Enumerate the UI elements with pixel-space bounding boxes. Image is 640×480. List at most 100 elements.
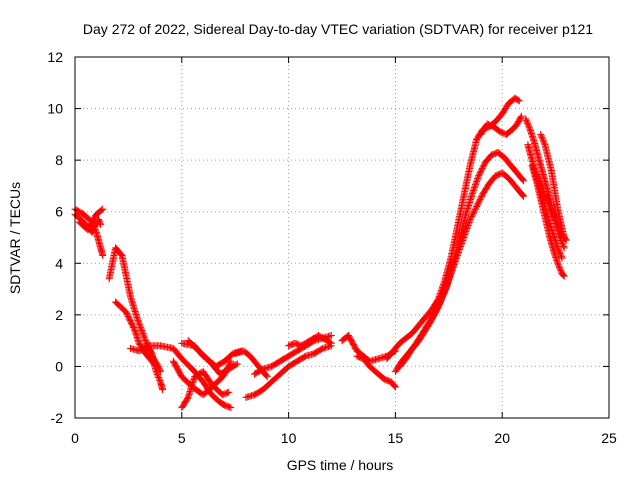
data-point bbox=[543, 197, 551, 205]
data-point bbox=[455, 246, 463, 254]
data-point bbox=[433, 306, 441, 314]
data-point bbox=[540, 188, 548, 196]
data-point bbox=[446, 273, 454, 281]
data-point bbox=[470, 208, 478, 216]
data-point bbox=[540, 138, 548, 146]
data-point bbox=[473, 201, 481, 209]
data-point bbox=[473, 176, 481, 184]
data-point bbox=[431, 310, 439, 318]
data-point bbox=[558, 238, 566, 246]
data-point bbox=[444, 277, 452, 285]
data-point bbox=[539, 185, 547, 193]
data-point bbox=[541, 192, 549, 200]
data-point bbox=[518, 191, 526, 199]
data-point bbox=[557, 251, 565, 259]
x-tick-label: 10 bbox=[281, 430, 297, 446]
data-point bbox=[225, 388, 233, 396]
data-point bbox=[327, 331, 335, 339]
data-point bbox=[515, 97, 523, 105]
data-point bbox=[468, 213, 476, 221]
data-point bbox=[154, 372, 162, 380]
series-track-10 bbox=[178, 368, 233, 412]
data-point bbox=[139, 329, 147, 337]
data-point bbox=[136, 321, 144, 329]
data-point bbox=[452, 256, 460, 264]
data-point bbox=[445, 276, 453, 284]
axes: 0 5 10 15 20 25 -2 0 2 4 6 8 10 12 bbox=[47, 49, 617, 446]
data-point bbox=[463, 223, 471, 231]
y-tick-label: 10 bbox=[47, 101, 63, 117]
data-point bbox=[475, 170, 483, 178]
data-point bbox=[326, 339, 334, 347]
data-point bbox=[460, 234, 468, 241]
data-point bbox=[476, 195, 484, 203]
series-track-15 bbox=[285, 331, 335, 350]
data-point bbox=[453, 253, 461, 261]
data-point bbox=[539, 186, 547, 194]
data-point bbox=[447, 270, 455, 278]
data-point bbox=[445, 274, 453, 282]
data-point bbox=[135, 318, 143, 326]
data-point bbox=[441, 288, 449, 296]
data-points bbox=[71, 94, 570, 412]
y-tick-label: -2 bbox=[51, 410, 64, 426]
data-point bbox=[471, 182, 479, 190]
data-point bbox=[133, 315, 141, 323]
data-point bbox=[135, 319, 143, 327]
data-point bbox=[433, 305, 441, 313]
y-axis-label: SDTVAR / TECUs bbox=[7, 182, 23, 294]
data-point bbox=[152, 368, 160, 376]
data-point bbox=[473, 178, 481, 186]
data-point bbox=[137, 324, 145, 332]
data-point bbox=[429, 313, 437, 321]
data-point bbox=[456, 244, 464, 252]
data-point bbox=[446, 271, 454, 279]
data-point bbox=[442, 283, 450, 291]
data-point bbox=[554, 222, 562, 230]
data-point bbox=[556, 265, 564, 273]
data-point bbox=[96, 219, 104, 227]
data-point bbox=[92, 227, 100, 235]
data-point bbox=[475, 172, 483, 180]
data-point bbox=[537, 130, 545, 138]
plot-frame bbox=[74, 56, 610, 419]
data-point bbox=[140, 332, 148, 340]
data-point bbox=[517, 114, 525, 122]
data-point bbox=[470, 207, 478, 215]
data-point bbox=[478, 164, 486, 172]
x-tick-label: 25 bbox=[601, 430, 617, 446]
data-point bbox=[233, 360, 241, 368]
data-point bbox=[140, 334, 148, 342]
data-point bbox=[466, 215, 474, 223]
x-tick-label: 0 bbox=[71, 430, 79, 446]
data-point bbox=[451, 259, 459, 267]
data-point bbox=[559, 271, 567, 279]
data-point bbox=[478, 193, 486, 201]
chart-title: Day 272 of 2022, Sidereal Day-to-day VTE… bbox=[83, 21, 593, 37]
data-point bbox=[133, 313, 141, 321]
data-point bbox=[468, 190, 476, 198]
data-point bbox=[139, 331, 147, 339]
data-point bbox=[554, 261, 562, 269]
data-point bbox=[520, 177, 528, 185]
series-track-24 bbox=[528, 161, 568, 280]
data-point bbox=[461, 230, 469, 238]
data-point bbox=[153, 371, 161, 379]
data-point bbox=[460, 232, 468, 240]
data-point bbox=[560, 244, 568, 252]
data-point bbox=[465, 220, 473, 228]
data-point bbox=[467, 214, 475, 222]
data-point bbox=[541, 191, 549, 199]
data-point bbox=[431, 309, 439, 317]
data-point bbox=[462, 227, 470, 235]
data-point bbox=[471, 205, 479, 213]
data-point bbox=[455, 247, 463, 255]
data-point bbox=[97, 221, 105, 229]
data-point bbox=[554, 224, 562, 232]
data-point bbox=[137, 325, 145, 333]
data-point bbox=[474, 173, 482, 181]
data-point bbox=[557, 228, 565, 236]
data-point bbox=[523, 118, 531, 126]
data-point bbox=[475, 198, 483, 206]
y-tick-label: 0 bbox=[55, 358, 63, 374]
